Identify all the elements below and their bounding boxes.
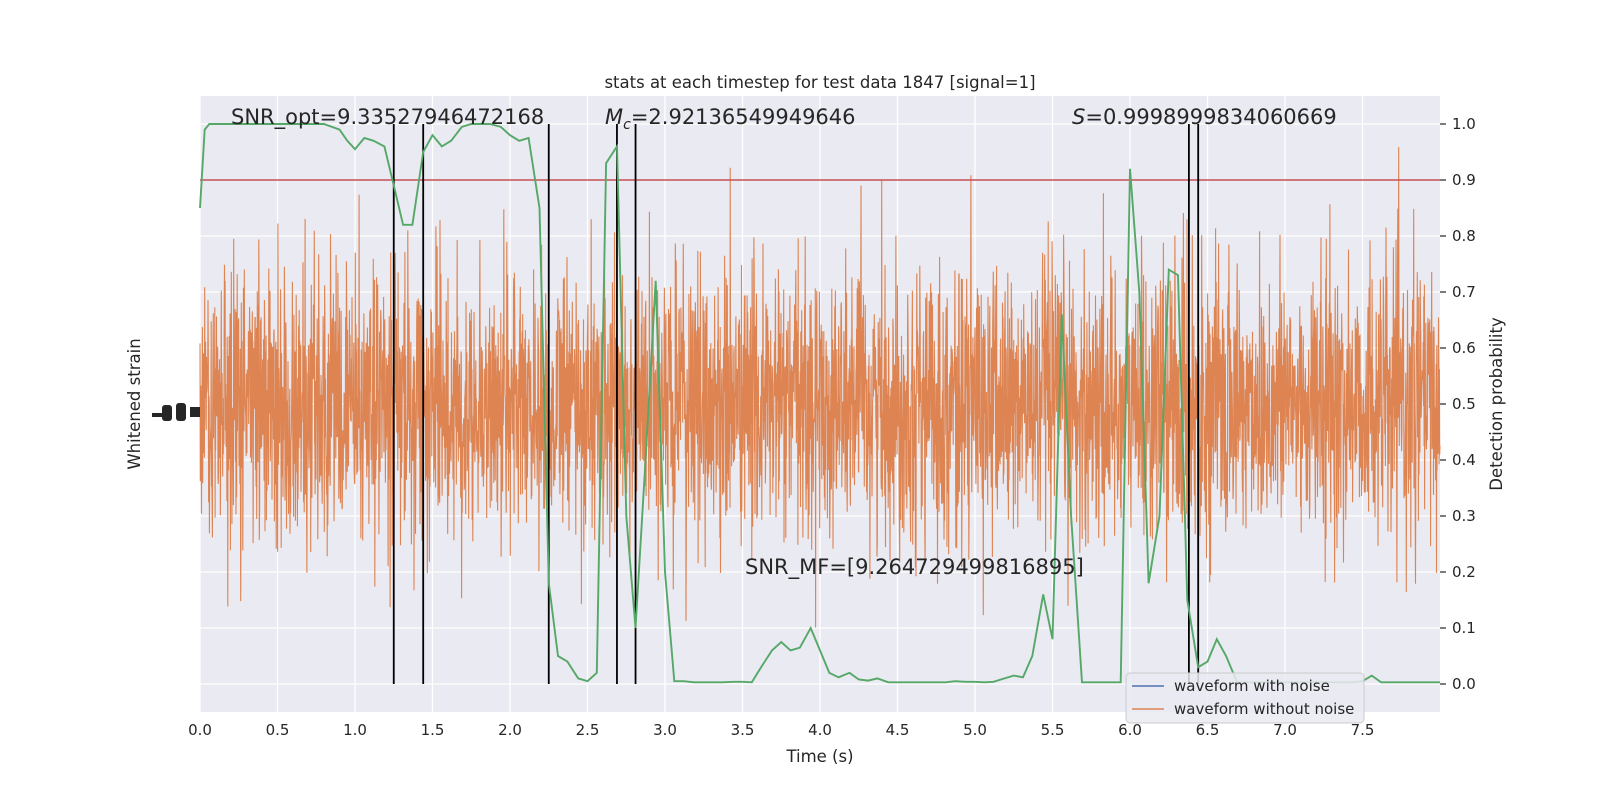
snr-mf-annotation: SNR_MF=[9.264729499816895] [745, 555, 1084, 580]
y-right-tick-label: 1.0 [1452, 115, 1476, 133]
y-right-tick-label: 0.1 [1452, 619, 1476, 637]
y-right-ticks: 0.0 0.1 0.2 0.3 0.4 0.5 0.6 0.7 0.8 0.9 1.0 [1440, 115, 1476, 693]
x-tick-label: 2.5 [576, 721, 600, 739]
mc-annotation: Mc=2.92136549949646 [605, 105, 856, 133]
y-right-tick-label: 0.0 [1452, 675, 1476, 693]
y-right-tick-label: 0.9 [1452, 171, 1476, 189]
vertical-lines-layer [392, 124, 1200, 684]
strain-layer [199, 146, 1441, 628]
x-tick-label: 6.5 [1196, 721, 1220, 739]
y-right-tick-label: 0.8 [1452, 227, 1476, 245]
x-tick-label: 5.0 [963, 721, 987, 739]
s-annotation: S=0.9998999834060669 [1072, 105, 1337, 129]
x-tick-label: 1.0 [343, 721, 367, 739]
x-tick-label: 3.5 [731, 721, 755, 739]
x-tick-label: 6.0 [1118, 721, 1142, 739]
y-left-axis-label: Whitened strain [125, 338, 144, 469]
x-tick-label: 0.5 [266, 721, 290, 739]
s-value: =0.9998999834060669 [1085, 105, 1336, 129]
x-tick-label: 3.0 [653, 721, 677, 739]
strain-waveform-line [199, 146, 1441, 628]
mc-subscript: c [623, 117, 631, 133]
y-right-tick-label: 0.5 [1452, 395, 1476, 413]
legend: waveform with noise waveform without noi… [1125, 672, 1365, 724]
x-tick-label: 0.0 [188, 721, 212, 739]
mc-symbol: M [605, 105, 623, 129]
snr-opt-annotation: SNR_opt=9.33527946472168 [231, 105, 544, 130]
y-right-tick-label: 0.7 [1452, 283, 1476, 301]
legend-label-noise: waveform with noise [1174, 677, 1330, 695]
mc-value: =2.92136549949646 [631, 105, 856, 129]
chart-title: stats at each timestep for test data 184… [604, 73, 1035, 92]
y-right-axis-label: Detection probability [1487, 317, 1506, 491]
x-axis-label: Time (s) [785, 747, 853, 766]
s-symbol: S [1072, 105, 1085, 129]
left-axis-tick-artifact [152, 403, 200, 421]
y-right-tick-label: 0.3 [1452, 507, 1476, 525]
y-right-tick-label: 0.4 [1452, 451, 1476, 469]
x-ticks: 0.0 0.5 1.0 1.5 2.0 2.5 3.0 3.5 4.0 4.5 5.0 5.5 6.0 6… [188, 721, 1374, 739]
x-tick-label: 7.5 [1351, 721, 1375, 739]
y-right-tick-label: 0.6 [1452, 339, 1476, 357]
legend-label-clean: waveform without noise [1174, 700, 1354, 718]
x-tick-label: 4.0 [808, 721, 832, 739]
legend-box [1125, 672, 1365, 724]
x-tick-label: 2.0 [498, 721, 522, 739]
x-tick-label: 1.5 [421, 721, 445, 739]
x-tick-label: 5.5 [1041, 721, 1065, 739]
x-tick-label: 4.5 [886, 721, 910, 739]
y-right-tick-label: 0.2 [1452, 563, 1476, 581]
x-tick-label: 7.0 [1273, 721, 1297, 739]
